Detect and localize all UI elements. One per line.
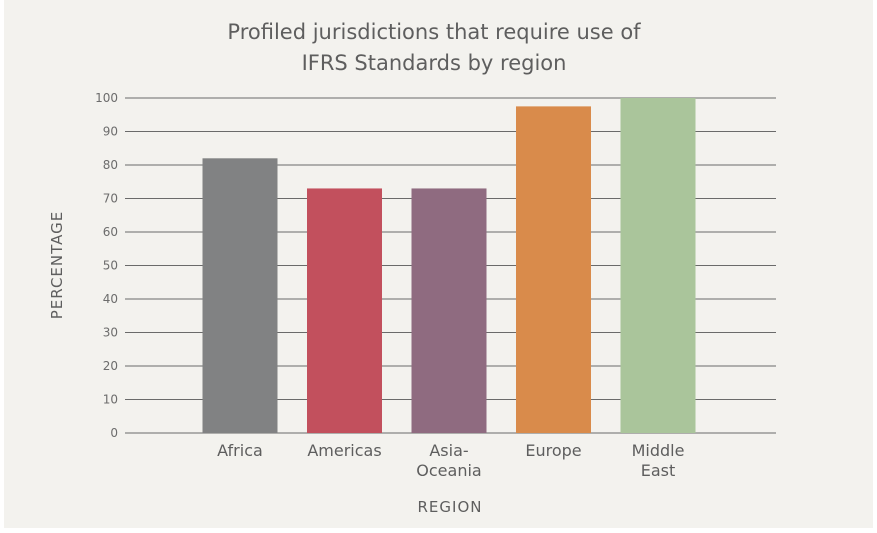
chart-title-line-1: Profiled jurisdictions that require use … [227, 20, 641, 44]
y-tick-label: 0 [110, 426, 118, 440]
x-tick-label: Middle East [632, 441, 685, 480]
y-tick-labels: 0 10 20 30 40 50 60 70 80 90 100 [95, 91, 118, 440]
x-tick-label: Asia-Oceania [416, 441, 481, 480]
y-tick-label: 80 [103, 158, 118, 172]
chart-title: Profiled jurisdictions that require use … [227, 20, 641, 75]
y-tick-label: 60 [103, 225, 118, 239]
bar-africa [202, 158, 278, 434]
x-tick-label-line: Americas [307, 441, 381, 460]
y-axis-label: PERCENTAGE [48, 211, 66, 319]
chart-panel: Profiled jurisdictions that require use … [4, 0, 873, 528]
y-tick-label: 100 [95, 91, 118, 105]
y-tick-label: 30 [103, 326, 118, 340]
y-tick-label: 90 [103, 125, 118, 139]
bar-asia-oceania [411, 188, 487, 433]
x-tick-label-line: East [641, 461, 676, 480]
bar-chart: Profiled jurisdictions that require use … [48, 20, 776, 516]
x-tick-label-line: Africa [217, 441, 263, 460]
y-tick-label: 50 [103, 259, 118, 273]
x-tick-label-line: Europe [525, 441, 581, 460]
x-tick-label-line: Middle [632, 441, 685, 460]
y-tick-label: 70 [103, 192, 118, 206]
bars [202, 98, 696, 434]
chart-title-line-2: IFRS Standards by region [302, 51, 567, 75]
x-tick-label: Africa [217, 441, 263, 460]
bar-middle-east [620, 98, 696, 433]
y-tick-label: 20 [103, 359, 118, 373]
bar-americas [307, 188, 382, 433]
x-tick-label: Europe [525, 441, 581, 460]
bar-europe [516, 106, 591, 433]
x-axis-label: REGION [418, 498, 483, 516]
y-tick-label: 40 [103, 292, 118, 306]
x-tick-label-line: Asia- [429, 441, 468, 460]
x-tick-label-line: Oceania [416, 461, 481, 480]
x-tick-labels: Africa Americas Asia-Oceania Europe Middle Ea… [217, 441, 684, 480]
x-tick-label: Americas [307, 441, 381, 460]
y-tick-label: 10 [103, 393, 118, 407]
